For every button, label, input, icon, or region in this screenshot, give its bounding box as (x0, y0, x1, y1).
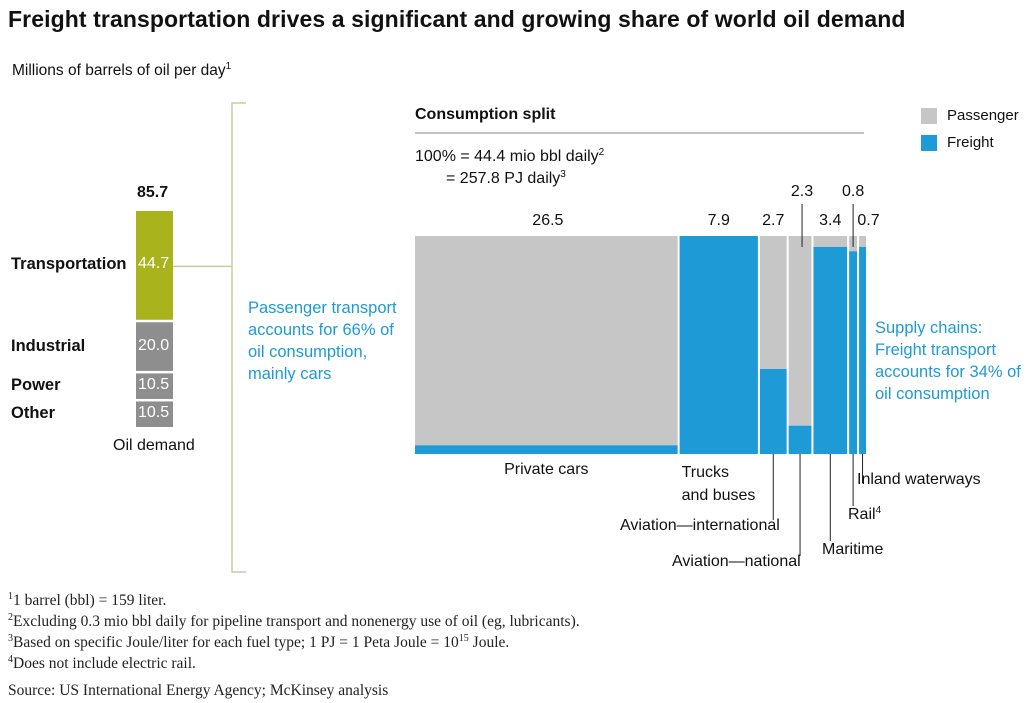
passenger-segment (415, 236, 678, 446)
total-note-sup: 2 (598, 147, 605, 158)
footnote-num: 1 (8, 591, 13, 602)
footnote-4: 4Does not include electric rail. (8, 655, 196, 673)
legend-label-freight: Freight (947, 134, 994, 151)
passenger-annotation: Passenger transport accounts for 66% of … (248, 297, 397, 385)
footnote-1: 11 barrel (bbl) = 159 liter. (8, 592, 166, 610)
oil-demand-total: 85.7 (137, 184, 169, 201)
freight-annotation: Supply chains: Freight transport account… (875, 317, 1021, 405)
footnote-num: 4 (8, 654, 13, 665)
footnote-text: Does not include electric rail. (13, 655, 196, 672)
freight-annotation-line: accounts for 34% of (875, 363, 1021, 381)
segment-value: 10.5 (138, 376, 170, 394)
oil-demand-segment-transportation (136, 211, 173, 320)
passenger-annotation-line: oil consumption, (248, 343, 368, 361)
oil-demand-bar (136, 211, 232, 427)
segment-value: 20.0 (138, 336, 170, 354)
legend-swatch-passenger (921, 108, 937, 124)
freight-segment (759, 368, 787, 454)
oil-demand-segment-other (136, 401, 173, 427)
column-value-label: 26.5 (532, 212, 564, 229)
total-note-sup: 3 (560, 169, 566, 180)
total-note-line2: = 257.8 PJ daily3 (446, 170, 566, 188)
category-label-text: Inland waterways (857, 471, 981, 488)
legend-swatch-freight (921, 135, 937, 151)
category-label-line: Trucks (681, 464, 729, 481)
freight-segment (788, 425, 812, 454)
footnote-text: 1 barrel (bbl) = 159 liter. (13, 592, 167, 609)
footnote-text: Joule. (468, 634, 510, 651)
category-label: Aviation—national (672, 553, 801, 571)
source-note: Source: US International Energy Agency; … (8, 682, 389, 699)
consumption-split-chart (415, 132, 866, 454)
legend-label-passenger: Passenger (947, 107, 1019, 124)
consumption-split-title: Consumption split (415, 106, 556, 123)
freight-segment (415, 445, 678, 454)
freight-segment (859, 246, 866, 454)
passenger-segment (813, 236, 848, 247)
segment-label: Industrial (11, 336, 86, 355)
segment-label: Transportation (11, 255, 127, 274)
bracket-line (231, 102, 246, 573)
column-value-label: 3.4 (819, 212, 842, 229)
total-note-line1: 100% = 44.4 mio bbl daily2 (415, 148, 604, 166)
column-value-label: 0.7 (857, 212, 880, 229)
oil-demand-segment-power (136, 373, 173, 399)
segment-value: 44.7 (138, 255, 170, 273)
freight-segment (679, 236, 758, 454)
footnote-num: 3 (8, 633, 13, 644)
freight-segment (813, 246, 848, 454)
category-label: Inland waterways (857, 471, 981, 489)
subtitle-text: Millions of barrels of oil per day (12, 62, 226, 79)
category-label: Aviation—international (620, 517, 780, 535)
category-label-text: Aviation—national (672, 553, 801, 570)
passenger-annotation-line: Passenger transport (248, 299, 397, 317)
passenger-annotation-line: accounts for 66% of (248, 321, 394, 339)
total-note-text: = 257.8 PJ daily (446, 170, 561, 187)
freight-annotation-line: Freight transport (875, 341, 997, 359)
footnote-sup: 15 (458, 633, 469, 644)
freight-segment (849, 251, 858, 454)
column-value-label: 2.7 (762, 212, 785, 229)
footnote-text: Based on specific Joule/liter for each f… (13, 634, 459, 651)
passenger-annotation-line: mainly cars (248, 365, 332, 383)
category-label-trucks-and-buses: Trucks and buses (682, 461, 756, 507)
freight-annotation-line: Supply chains: (875, 319, 983, 337)
category-label-text: Rail (848, 506, 876, 523)
footnote-num: 2 (8, 612, 13, 623)
segment-label: Other (11, 404, 56, 423)
category-label-text: Aviation—international (620, 517, 780, 534)
chart-subtitle: Millions of barrels of oil per day1 (12, 62, 231, 80)
column-value-label: 2.3 (790, 183, 814, 200)
passenger-segment (759, 236, 787, 369)
passenger-segment (788, 236, 812, 426)
category-label: Rail4 (848, 506, 881, 524)
column-value-label: 7.9 (707, 212, 730, 229)
category-label-line: and buses (681, 487, 756, 504)
bracket (231, 102, 246, 573)
oil-demand-label: Oil demand (113, 437, 195, 454)
segment-label: Power (11, 376, 61, 395)
segment-value: 10.5 (138, 404, 170, 422)
subtitle-sup: 1 (225, 61, 232, 72)
oil-demand-segment-industrial (136, 322, 173, 371)
passenger-segment (859, 236, 866, 247)
total-note-text: 100% = 44.4 mio bbl daily (415, 148, 599, 165)
chart-title: Freight transportation drives a signific… (8, 6, 906, 32)
freight-annotation-line: oil consumption (875, 385, 990, 403)
footnote-2: 2Excluding 0.3 mio bbl daily for pipelin… (8, 613, 580, 631)
category-label: Maritime (822, 541, 883, 559)
footnote-3: 3Based on specific Joule/liter for each … (8, 634, 509, 652)
category-label-sup: 4 (875, 505, 882, 516)
footnote-text: Excluding 0.3 mio bbl daily for pipeline… (13, 613, 580, 630)
category-label-private-cars: Private cars (504, 461, 589, 478)
category-label-text: Maritime (822, 541, 884, 558)
leader-lines (772, 204, 864, 556)
column-value-label: 0.8 (841, 183, 865, 200)
